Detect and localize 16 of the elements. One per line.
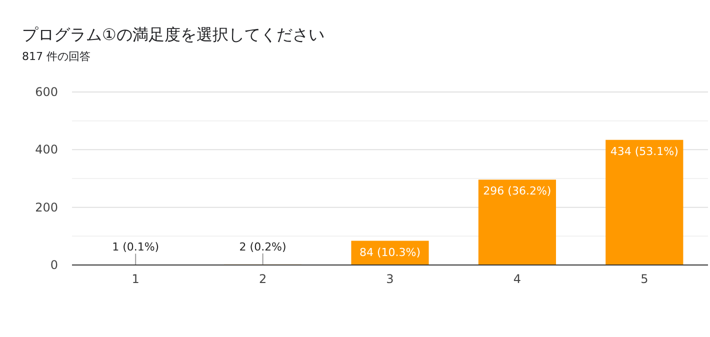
x-tick-label: 5 [640, 272, 648, 286]
data-label: 1 (0.1%) [112, 240, 160, 254]
x-tick-label: 1 [132, 272, 140, 286]
chart-subtitle: 817 件の回答 [22, 50, 90, 63]
x-tick-label: 3 [386, 272, 394, 286]
x-tick-label: 2 [258, 272, 267, 286]
y-tick-label: 0 [50, 258, 58, 272]
y-tick-label: 400 [35, 142, 58, 157]
data-label: 434 (53.1%) [610, 144, 678, 158]
data-label: 84 (10.3%) [359, 246, 421, 259]
data-label: 2 (0.2%) [239, 240, 286, 254]
y-tick-label: 200 [35, 200, 58, 214]
x-tick-label: 4 [513, 272, 522, 286]
y-tick-label: 600 [35, 85, 58, 99]
chart-title: プログラム①の満足度を選択してください [22, 25, 324, 44]
data-label: 296 (36.2%) [483, 184, 552, 198]
